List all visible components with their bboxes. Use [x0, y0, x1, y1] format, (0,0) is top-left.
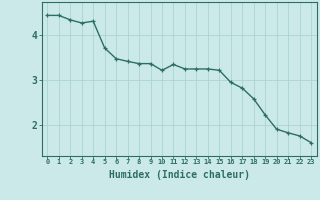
X-axis label: Humidex (Indice chaleur): Humidex (Indice chaleur)	[109, 170, 250, 180]
